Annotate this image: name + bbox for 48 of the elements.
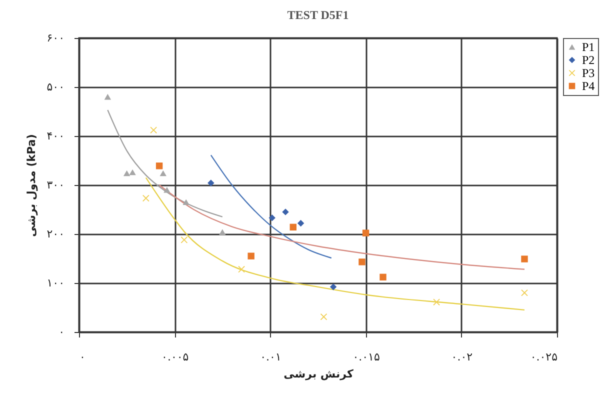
line-series xyxy=(158,184,526,270)
legend-label: P3 xyxy=(582,66,595,80)
point xyxy=(320,313,328,320)
y-tick-label: ۶۰۰ xyxy=(46,32,64,44)
point xyxy=(362,230,370,236)
point xyxy=(182,199,190,206)
legend-label: P1 xyxy=(582,40,595,54)
x-tick-label: ۰.۰۰۵ xyxy=(162,350,189,364)
point xyxy=(160,170,166,176)
point xyxy=(521,256,528,262)
y-tick-label: ۱۰۰ xyxy=(46,276,64,290)
y-axis-title: مدول برشی (kPa) xyxy=(24,134,38,237)
point xyxy=(248,252,254,260)
line-series xyxy=(107,109,223,218)
point xyxy=(208,180,214,186)
legend-label: P4 xyxy=(582,79,595,93)
line-series xyxy=(210,154,332,259)
y-tick-label: ۰ xyxy=(58,326,64,338)
point xyxy=(290,224,296,230)
point xyxy=(219,229,226,235)
point xyxy=(180,236,188,244)
x-tick-label: ۰ xyxy=(80,350,86,364)
point xyxy=(150,126,157,134)
legend-label: P2 xyxy=(582,53,595,67)
x-axis-title: کرنش برشی xyxy=(284,368,354,380)
y-tick-label: ۵۰۰ xyxy=(46,80,64,94)
point xyxy=(142,194,150,202)
chart-title: TEST D5F1 xyxy=(287,8,349,22)
x-tick-label: ۰.۰۲ xyxy=(451,350,473,364)
line-series xyxy=(145,177,526,311)
point xyxy=(433,298,440,306)
y-tick-label: ۴۰۰ xyxy=(46,130,64,142)
point xyxy=(156,162,163,170)
point xyxy=(164,186,170,193)
x-tick-label: ۰.۰۱ xyxy=(260,350,282,364)
x-tick-label: ۰.۰۲۵ xyxy=(530,350,558,364)
point xyxy=(380,274,386,280)
point xyxy=(282,208,289,216)
y-tick-label: ۲۰۰ xyxy=(46,228,64,240)
point xyxy=(330,284,337,290)
point xyxy=(104,94,112,100)
point xyxy=(297,220,304,227)
point xyxy=(129,169,136,176)
x-tick-label: ۰.۰۱۵ xyxy=(352,350,380,364)
point xyxy=(358,258,366,266)
y-tick-label: ۳۰۰ xyxy=(46,178,64,192)
point xyxy=(268,214,276,222)
point xyxy=(123,170,130,176)
